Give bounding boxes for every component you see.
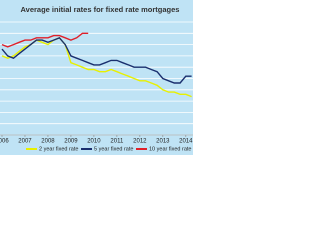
legend-label: 10 year fixed rate bbox=[149, 146, 192, 152]
x-tick-label: 2014 bbox=[179, 139, 193, 145]
chart: Average initial rates for fixed rate mor… bbox=[0, 0, 193, 155]
series-line bbox=[1, 36, 192, 84]
x-tick-label: 2010 bbox=[87, 139, 101, 145]
legend: 2 year fixed rate 5 year fixed rate 10 yea… bbox=[26, 146, 192, 152]
x-tick-label: 2006 bbox=[0, 139, 9, 145]
x-tick-label: 2013 bbox=[156, 139, 170, 145]
lines bbox=[1, 32, 192, 98]
chart-title: Average initial rates for fixed rate mor… bbox=[21, 5, 180, 14]
x-tick-label: 2008 bbox=[41, 139, 55, 145]
x-tick-label: 2011 bbox=[110, 139, 124, 145]
page: {"chart_data":{"type":"line","title":"Av… bbox=[0, 0, 193, 155]
x-axis: 2006 2007 2008 2009 2010 2011 2012 2013 2014 bbox=[0, 134, 193, 145]
background bbox=[0, 0, 193, 155]
series-line bbox=[1, 32, 89, 48]
legend-label: 5 year fixed rate bbox=[94, 146, 133, 152]
x-tick-label: 2009 bbox=[64, 139, 78, 145]
grid bbox=[0, 21, 193, 136]
x-tick-label: 2007 bbox=[18, 139, 32, 145]
legend-label: 2 year fixed rate bbox=[39, 146, 78, 152]
x-tick-label: 2012 bbox=[133, 139, 147, 145]
